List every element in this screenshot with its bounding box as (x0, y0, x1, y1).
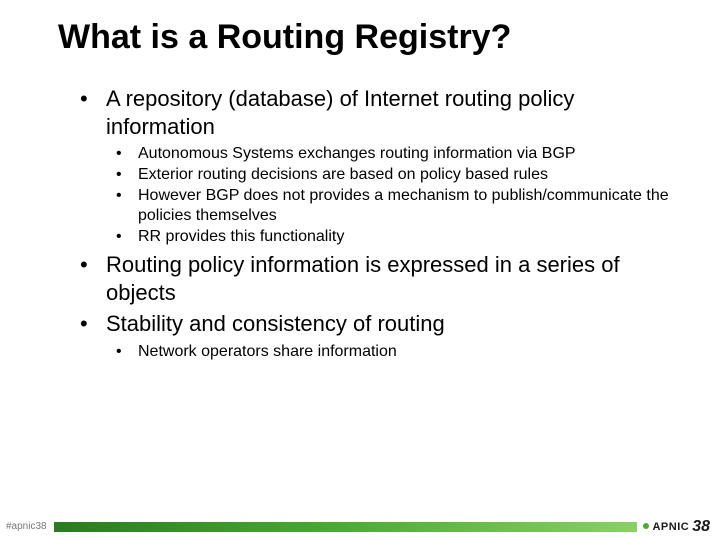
list-item: Autonomous Systems exchanges routing inf… (116, 144, 680, 164)
bullet-list-level2: Network operators share information (116, 342, 680, 362)
list-item: Stability and consistency of routing Net… (80, 310, 680, 362)
bullet-text: Stability and consistency of routing (106, 311, 445, 336)
footer-accent-bar (54, 522, 664, 532)
logo-text: APNIC (652, 521, 689, 533)
bullet-text: A repository (database) of Internet rout… (106, 86, 574, 139)
list-item: A repository (database) of Internet rout… (80, 85, 680, 247)
logo-dot-icon (643, 523, 649, 529)
slide-footer: #apnic38 APNIC 38 (0, 514, 720, 540)
bullet-list-level2: Autonomous Systems exchanges routing inf… (116, 144, 680, 247)
slide: What is a Routing Registry? A repository… (0, 0, 720, 540)
footer-logo: APNIC 38 (637, 518, 710, 536)
list-item: However BGP does not provides a mechanis… (116, 186, 680, 226)
footer-hashtag: #apnic38 (6, 521, 51, 532)
logo-number: 38 (692, 518, 710, 536)
slide-content: A repository (database) of Internet rout… (50, 85, 680, 362)
slide-title: What is a Routing Registry? (58, 18, 680, 57)
list-item: RR provides this functionality (116, 227, 680, 247)
bullet-text: Network operators share information (138, 343, 397, 360)
bullet-text: Routing policy information is expressed … (106, 252, 620, 305)
bullet-text: Exterior routing decisions are based on … (138, 166, 548, 183)
list-item: Routing policy information is expressed … (80, 251, 680, 306)
list-item: Exterior routing decisions are based on … (116, 165, 680, 185)
bullet-text: Autonomous Systems exchanges routing inf… (138, 145, 576, 162)
bullet-text: RR provides this functionality (138, 228, 344, 245)
bullet-text: However BGP does not provides a mechanis… (138, 187, 669, 224)
bullet-list-level1: A repository (database) of Internet rout… (80, 85, 680, 362)
list-item: Network operators share information (116, 342, 680, 362)
